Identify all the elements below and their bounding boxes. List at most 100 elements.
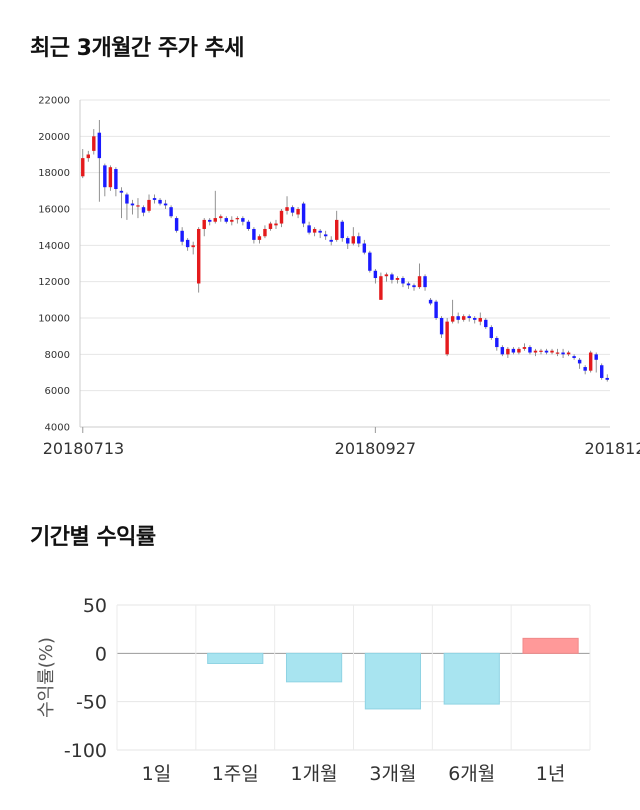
candle-body: [506, 348, 510, 355]
price-x-tick-label: 20180713: [43, 439, 124, 458]
candle-body: [252, 228, 256, 240]
candle-body: [484, 319, 488, 328]
candle-body: [544, 350, 549, 353]
candle-body: [169, 207, 173, 217]
returns-bar-chart: 50 0 -50 -100 1일 1주일 1개월 3개월 6개월 1년 수익률(%): [36, 595, 591, 785]
candle-body: [555, 352, 560, 354]
price-x-tick-label: 20180927: [335, 439, 416, 458]
candle-body: [406, 283, 411, 286]
candle-body: [588, 352, 593, 371]
candle-body: [395, 278, 400, 280]
candle-body: [539, 350, 543, 352]
candle-body: [81, 158, 85, 177]
price-y-tick-label: 8000: [45, 350, 70, 361]
candle-body: [566, 352, 571, 355]
candle-body: [450, 316, 455, 322]
candle-body: [478, 318, 482, 322]
returns-chart-y-label: 수익률(%): [36, 637, 57, 718]
returns-chart-y-axis: 50 0 -50 -100: [64, 595, 107, 762]
candle-body: [550, 350, 554, 353]
returns-chart-x-axis: 1일 1주일 1개월 3개월 6개월 1년: [142, 763, 566, 785]
returns-y-tick-label: 0: [95, 643, 107, 665]
candle-body: [439, 318, 444, 335]
candle-body: [368, 252, 372, 271]
price-chart-candles: [81, 119, 609, 382]
candle-body: [605, 377, 609, 380]
candle-body: [423, 276, 427, 288]
candle-body: [583, 367, 587, 371]
candle-body: [114, 169, 118, 190]
candle-body: [351, 236, 355, 244]
candle-body: [130, 203, 135, 206]
candle-body: [191, 245, 195, 248]
candle-body: [412, 285, 416, 288]
price-y-tick-label: 10000: [38, 314, 70, 325]
candle-body: [495, 337, 499, 348]
candle-body: [329, 239, 333, 242]
candle-body: [257, 236, 262, 240]
candle-body: [600, 365, 604, 378]
candle-body: [230, 219, 234, 222]
candle-body: [318, 230, 322, 233]
candle-body: [373, 270, 378, 279]
candle-body: [517, 348, 521, 353]
candle-body: [467, 316, 471, 318]
return-bar: [207, 652, 264, 664]
candle-body: [323, 234, 328, 237]
candle-body: [301, 203, 306, 224]
candle-body: [533, 350, 538, 353]
price-chart-y-axis: 4000 6000 8000 10000 12000 14000 16000 18000 200…: [38, 96, 70, 434]
returns-chart-grid: [116, 604, 591, 751]
candle-body: [241, 218, 245, 222]
price-y-tick-label: 12000: [38, 277, 70, 288]
candle-body: [235, 218, 240, 220]
candle-body: [147, 199, 151, 211]
return-bar: [364, 652, 422, 710]
returns-chart-title: 기간별 수익률: [30, 525, 156, 550]
candle-body: [473, 318, 477, 320]
candle-body: [125, 194, 129, 204]
return-bar: [285, 652, 343, 683]
candle-body: [456, 316, 460, 320]
candle-body: [428, 299, 433, 304]
candle-body: [489, 327, 494, 338]
candle-body: [158, 199, 162, 204]
candle-body: [108, 167, 113, 188]
candle-body: [119, 190, 124, 193]
candle-body: [136, 205, 140, 207]
candle-body: [561, 352, 565, 355]
candle-body: [445, 321, 449, 355]
price-chart-grid: [79, 99, 610, 428]
candle-body: [152, 198, 157, 200]
candle-body: [174, 218, 179, 231]
candle-body: [528, 347, 532, 353]
candle-body: [572, 356, 576, 358]
candle-body: [219, 216, 223, 219]
candle-body: [312, 228, 317, 233]
candle-body: [274, 223, 278, 226]
candle-body: [290, 207, 295, 213]
candle-body: [196, 228, 201, 284]
candle-body: [401, 278, 405, 284]
candle-body: [307, 225, 311, 233]
price-y-tick-label: 16000: [38, 205, 70, 216]
candle-body: [97, 132, 102, 159]
candle-body: [346, 238, 350, 244]
returns-y-tick-label: 50: [83, 595, 107, 617]
candle-body: [208, 219, 212, 222]
returns-x-tick-label: 6개월: [448, 763, 495, 785]
candle-body: [163, 203, 168, 206]
candle-body: [246, 221, 251, 229]
price-y-tick-label: 20000: [38, 132, 70, 143]
candle-body: [185, 239, 190, 248]
candle-body: [92, 136, 96, 151]
candle-body: [202, 219, 206, 229]
returns-y-tick-label: -100: [64, 740, 107, 762]
returns-x-tick-label: 1년: [536, 763, 566, 785]
candle-body: [461, 316, 466, 320]
return-bar: [522, 637, 579, 654]
return-bar: [443, 652, 500, 705]
candle-body: [263, 228, 267, 237]
candle-body: [390, 274, 394, 280]
candle-body: [279, 210, 284, 224]
